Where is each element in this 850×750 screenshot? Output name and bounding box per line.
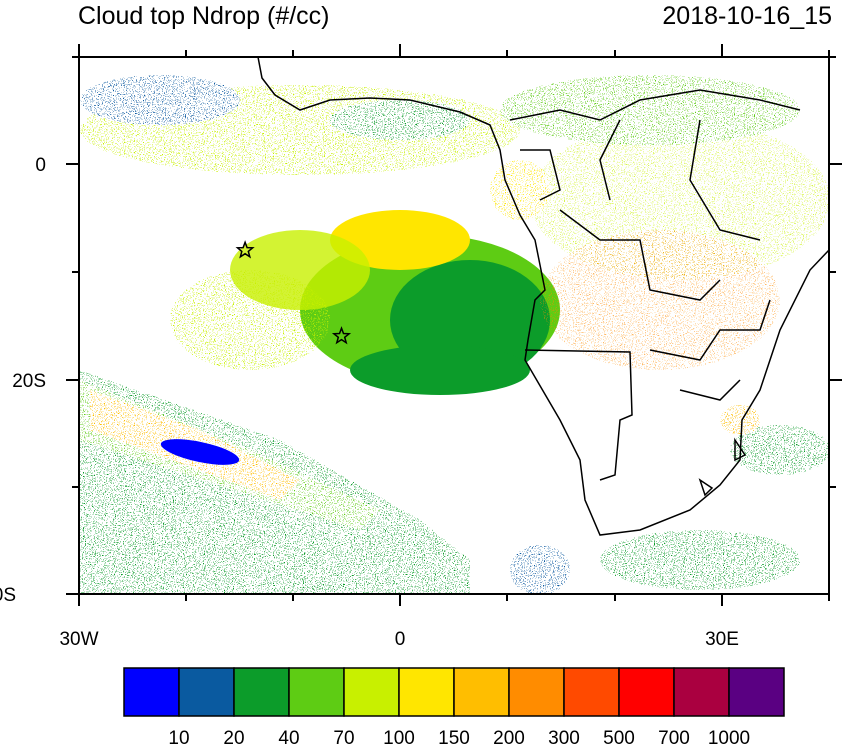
colorbar-swatch-0 bbox=[123, 667, 180, 717]
plot-frame bbox=[78, 56, 830, 595]
x-tick-label-0: 0 bbox=[395, 629, 406, 650]
y-tick-label-0: 0 bbox=[35, 155, 46, 176]
colorbar-swatch-8 bbox=[563, 667, 620, 717]
colorbar-swatch-9 bbox=[618, 667, 675, 717]
colorbar-label-8: 500 bbox=[603, 728, 635, 749]
map-timestamp: 2018-10-16_15 bbox=[662, 2, 832, 30]
colorbar: 10 20 40 70 100 150 200 300 500 700 1000 bbox=[123, 667, 785, 749]
colorbar-label-7: 300 bbox=[548, 728, 580, 749]
colorbar-swatch-6 bbox=[453, 667, 510, 717]
cloud-field bbox=[79, 75, 829, 594]
coastlines bbox=[257, 57, 829, 536]
colorbar-label-4: 100 bbox=[383, 728, 415, 749]
colorbar-label-5: 150 bbox=[438, 728, 470, 749]
y-tick-label-20s: 20S bbox=[12, 371, 46, 392]
colorbar-swatch-2 bbox=[233, 667, 290, 717]
plot-area bbox=[79, 57, 829, 594]
colorbar-swatch-10 bbox=[673, 667, 730, 717]
colorbar-swatch-3 bbox=[288, 667, 345, 717]
colorbar-swatch-7 bbox=[508, 667, 565, 717]
map-title: Cloud top Ndrop (#/cc) bbox=[78, 2, 330, 30]
tick-marks bbox=[66, 44, 842, 606]
x-tick-label-30e: 30E bbox=[705, 629, 739, 650]
colorbar-label-2: 40 bbox=[278, 728, 299, 749]
colorbar-swatch-1 bbox=[178, 667, 235, 717]
colorbar-label-3: 70 bbox=[333, 728, 354, 749]
colorbar-swatch-4 bbox=[343, 667, 400, 717]
colorbar-label-1: 20 bbox=[223, 728, 244, 749]
x-tick-label-30w: 30W bbox=[59, 629, 98, 650]
colorbar-swatch-11 bbox=[728, 667, 785, 717]
colorbar-label-9: 700 bbox=[658, 728, 690, 749]
star-marker-1 bbox=[235, 240, 255, 259]
colorbar-swatch-5 bbox=[398, 667, 455, 717]
colorbar-label-0: 10 bbox=[168, 728, 189, 749]
star-markers bbox=[235, 240, 352, 345]
star-marker-2 bbox=[331, 326, 352, 345]
colorbar-label-6: 200 bbox=[493, 728, 525, 749]
colorbar-label-10: 1000 bbox=[708, 728, 750, 749]
y-tick-label-40s: 40S bbox=[0, 585, 16, 606]
